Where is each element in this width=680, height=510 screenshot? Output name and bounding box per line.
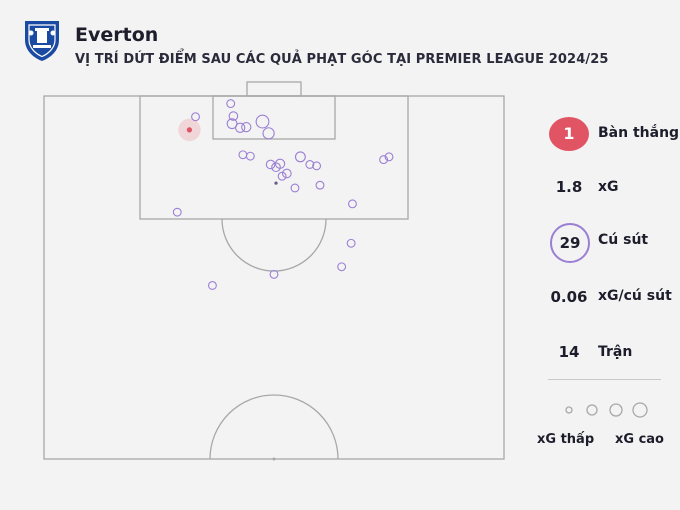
xg-value: 1.8 xyxy=(555,178,583,196)
matches-label: Trận xyxy=(598,344,633,360)
pitch-outline xyxy=(43,95,505,460)
shot-point xyxy=(282,168,292,179)
shot-point xyxy=(379,155,389,165)
penalty-area xyxy=(139,95,409,220)
shot-point xyxy=(277,171,287,181)
legend-low-label: xG thấp xyxy=(537,432,595,447)
xg-label: xG xyxy=(598,179,619,195)
shot-point xyxy=(315,180,325,190)
shot-point xyxy=(207,281,217,290)
goals-value: 1 xyxy=(549,117,589,151)
centre-spot xyxy=(272,457,276,461)
goal-point xyxy=(186,127,193,133)
shot-point xyxy=(228,111,239,121)
xg-size-legend xyxy=(565,402,648,418)
goal xyxy=(246,81,302,97)
legend-divider xyxy=(548,379,661,380)
shot-point xyxy=(265,159,276,170)
shot-point xyxy=(312,161,322,171)
centre-circle xyxy=(209,394,339,460)
shot-point xyxy=(346,238,356,248)
legend-circle-s xyxy=(586,404,598,416)
shot-point xyxy=(238,150,248,160)
xg-per-shot-value: 0.06 xyxy=(550,288,588,306)
legend-high-label: xG cao xyxy=(615,432,664,447)
shot-point xyxy=(241,121,252,133)
shot-point xyxy=(245,151,255,161)
shot-point xyxy=(191,112,200,122)
shot-point xyxy=(262,127,275,140)
shot-point xyxy=(172,207,182,217)
shot-point xyxy=(384,152,394,162)
penalty-arc xyxy=(221,218,327,272)
xg-per-shot-label: xG/cú sút xyxy=(598,288,672,304)
team-name: Everton xyxy=(75,24,159,46)
shot-point xyxy=(226,99,236,109)
shot-point xyxy=(290,183,300,193)
legend-circle-l xyxy=(632,402,648,418)
shot-point xyxy=(269,269,279,279)
shot-point xyxy=(305,160,315,169)
shot-point xyxy=(337,262,347,272)
shot-point xyxy=(274,158,286,169)
chart-subtitle: VỊ TRÍ DỨT ĐIỂM SAU CÁC QUẢ PHẠT GÓC TẠI… xyxy=(75,52,609,67)
everton-crest-icon xyxy=(25,21,59,61)
shots-label: Cú sút xyxy=(598,232,649,248)
shot-point xyxy=(274,181,278,185)
shot-point xyxy=(348,199,357,209)
shots-value: 29 xyxy=(550,223,590,263)
shot-point xyxy=(294,151,306,163)
goals-label: Bàn thắng xyxy=(598,125,680,141)
shot-point xyxy=(255,114,270,129)
shot-point xyxy=(226,118,238,130)
legend-circle-xs xyxy=(565,406,573,414)
shot-point xyxy=(235,122,246,133)
matches-value: 14 xyxy=(558,343,580,361)
legend-circle-m xyxy=(609,403,623,417)
